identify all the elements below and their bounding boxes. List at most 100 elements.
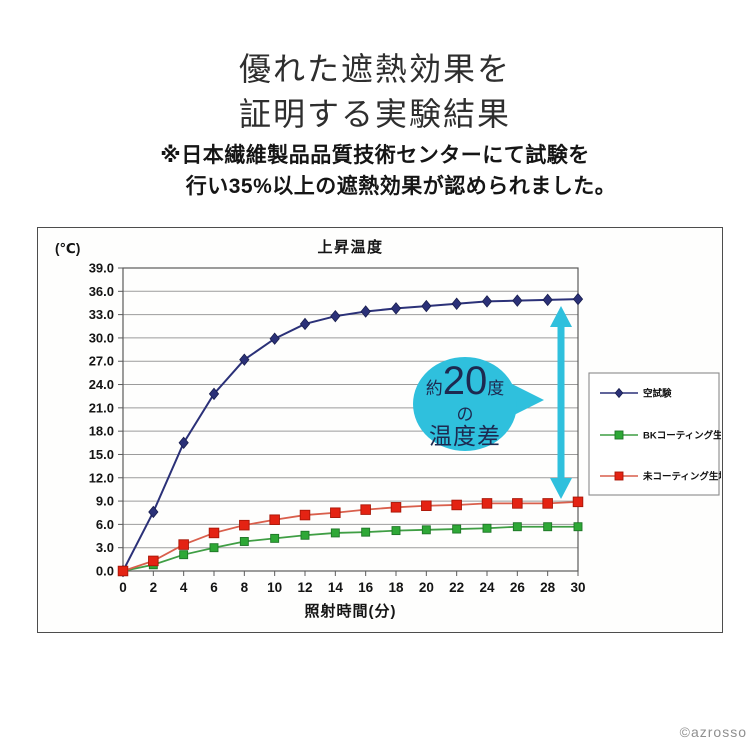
- data-point-marker: [573, 522, 583, 532]
- callout-text-line1: 約20度: [426, 359, 505, 403]
- data-point-marker: [512, 498, 523, 509]
- x-tick-label: 2: [150, 580, 158, 595]
- data-point-marker: [239, 537, 249, 546]
- y-tick-label: 33.0: [89, 307, 114, 322]
- legend-box: [588, 372, 720, 496]
- data-point-marker: [421, 525, 431, 535]
- data-point-marker: [269, 332, 280, 345]
- data-point-marker: [512, 522, 522, 532]
- data-point-marker: [481, 498, 493, 509]
- x-tick-label: 10: [267, 580, 282, 595]
- legend-item-0: 空試験: [600, 388, 672, 400]
- data-point-marker: [330, 528, 340, 538]
- data-point-marker: [209, 543, 219, 553]
- y-tick-label: 39.0: [89, 261, 114, 276]
- data-point-marker: [178, 539, 189, 550]
- data-point-marker: [572, 292, 584, 306]
- data-point-marker: [481, 295, 493, 308]
- data-point-marker: [451, 297, 462, 310]
- data-point-marker: [391, 526, 401, 536]
- x-tick-label: 12: [297, 580, 312, 595]
- chart-title: 上昇温度: [317, 238, 383, 256]
- series-0: [117, 292, 584, 578]
- plot-border: [122, 267, 579, 572]
- x-tick-label: 16: [358, 580, 374, 595]
- data-point-marker: [269, 514, 280, 525]
- legend-item-2: 未コーティング生地: [600, 471, 721, 483]
- page-subtitle-line1: ※日本繊維製品品質技術センターにて試験を: [160, 144, 590, 167]
- legend-marker: [614, 387, 624, 399]
- page-subtitle: ※日本繊維製品品質技術センターにて試験を 行い35%以上の遮熱効果が認められまし…: [0, 140, 750, 202]
- data-point-marker: [452, 524, 462, 534]
- legend-marker: [614, 471, 624, 481]
- data-point-marker: [361, 527, 371, 537]
- temperature-rise-chart: 39.0 36.0 33.0 30.0 27.0 24.0 21.0 18.0 15.0 12.0…: [37, 227, 723, 633]
- callout-pointer: [512, 384, 544, 416]
- data-point-marker: [178, 436, 189, 450]
- data-point-marker: [421, 299, 432, 313]
- data-point-marker: [572, 496, 584, 508]
- y-tick-label: 6.0: [96, 517, 114, 532]
- legend-marker: [614, 430, 624, 440]
- y-tick-label: 21.0: [89, 400, 114, 415]
- data-point-marker: [239, 519, 250, 531]
- x-tick-label: 24: [479, 580, 495, 595]
- data-point-marker: [270, 533, 280, 543]
- callout-text-line3: 温度差: [429, 423, 501, 449]
- data-point-marker: [239, 353, 250, 366]
- x-tick-label: 26: [510, 580, 526, 595]
- data-point-marker: [360, 305, 371, 318]
- x-tick-label: 18: [388, 580, 404, 595]
- annotation-double-arrow: [550, 306, 572, 499]
- data-point-marker: [451, 499, 462, 511]
- x-tick-label: 8: [241, 580, 249, 595]
- x-tick-label: 30: [570, 580, 585, 595]
- x-tick-label: 4: [180, 580, 188, 595]
- x-tick-label: 0: [119, 580, 127, 595]
- x-tick-label: 28: [540, 580, 556, 595]
- data-point-marker: [179, 550, 189, 560]
- data-point-marker: [148, 555, 159, 567]
- series-line: [122, 525, 578, 572]
- page-title: 優れた遮熱効果を 証明する実験結果: [0, 47, 750, 137]
- series-2: [117, 496, 584, 577]
- data-point-marker: [512, 294, 523, 307]
- legend-item-1: BKコーティング生地: [600, 430, 721, 442]
- data-point-marker: [542, 293, 553, 307]
- y-tick-label: 0.0: [96, 564, 114, 579]
- y-tick-label: 15.0: [89, 447, 114, 462]
- y-tick-label: 24.0: [89, 377, 114, 392]
- arrow-head-up: [550, 306, 572, 327]
- copyright-credit: ©azrosso: [679, 724, 747, 740]
- data-point-marker: [360, 504, 371, 515]
- y-tick-label: 30.0: [89, 330, 114, 345]
- data-point-marker: [421, 500, 432, 511]
- data-point-marker: [542, 498, 553, 509]
- x-tick-label: 22: [449, 580, 464, 595]
- data-point-marker: [299, 317, 311, 331]
- y-tick-label: 3.0: [96, 540, 114, 555]
- y-tick-label: 27.0: [89, 354, 114, 369]
- callout-text-line2: の: [457, 405, 474, 424]
- data-point-marker: [208, 387, 220, 401]
- data-point-marker: [208, 527, 220, 539]
- legend-label: BKコーティング生地: [643, 430, 721, 442]
- data-point-marker: [117, 565, 129, 577]
- data-point-marker: [543, 522, 553, 532]
- page-title-line2: 証明する実験結果: [238, 96, 511, 133]
- legend: 空試験 BKコーティング生地未コーティング生地: [588, 372, 721, 496]
- data-point-marker: [300, 530, 310, 540]
- arrow-head-down: [550, 478, 572, 499]
- series-line: [122, 500, 579, 572]
- data-point-marker: [330, 309, 341, 323]
- data-point-marker: [482, 523, 492, 533]
- data-point-marker: [390, 502, 402, 513]
- x-tick-label: 20: [419, 580, 434, 595]
- page-subtitle-line2: 行い35%以上の遮熱効果が認められました。: [185, 175, 617, 198]
- x-tick-label: 6: [210, 580, 218, 595]
- series-line: [122, 298, 579, 572]
- x-tick-label: 14: [328, 580, 344, 595]
- data-point-marker: [148, 505, 159, 519]
